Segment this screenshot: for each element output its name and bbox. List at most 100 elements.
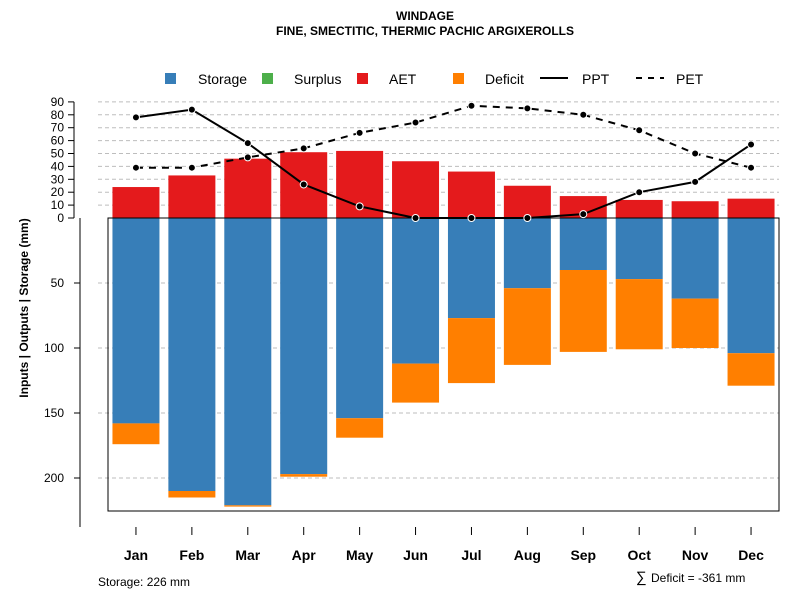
point-ppt — [747, 140, 756, 149]
y-tick-label-bottom: 150 — [44, 406, 64, 420]
bar-storage — [112, 218, 160, 424]
point-pet — [355, 128, 364, 137]
bar-aet — [727, 198, 775, 218]
point-pet — [747, 163, 756, 172]
point-pet — [411, 118, 420, 127]
point-ppt — [243, 139, 252, 148]
bar-deficit — [280, 474, 328, 477]
x-tick-label: Mar — [235, 547, 260, 563]
point-ppt — [299, 180, 308, 189]
legend-label-aet: AET — [389, 71, 417, 87]
y-tick-label-top: 0 — [57, 211, 64, 225]
legend-swatch-aet — [357, 73, 368, 84]
bar-aet — [671, 201, 719, 218]
y-tick-label-top: 40 — [51, 159, 65, 173]
point-pet — [131, 163, 140, 172]
bar-storage — [336, 218, 384, 419]
bar-deficit — [671, 298, 719, 348]
bar-storage — [224, 218, 272, 506]
point-pet — [635, 126, 644, 135]
bar-deficit — [615, 279, 663, 350]
bar-aet — [392, 161, 440, 218]
bar-deficit — [447, 318, 495, 384]
y-tick-label-top: 80 — [51, 108, 65, 122]
legend-label-surplus: Surplus — [294, 71, 341, 87]
legend-label-pet: PET — [676, 71, 704, 87]
bar-storage — [671, 218, 719, 299]
bar-deficit — [168, 491, 216, 498]
legend-label-storage: Storage — [198, 71, 247, 87]
legend-label-deficit: Deficit — [485, 71, 524, 87]
bars — [112, 150, 775, 507]
bar-storage — [503, 218, 551, 289]
chart-title: WINDAGE — [396, 9, 454, 23]
y-tick-label-bottom: 100 — [44, 341, 64, 355]
bar-deficit — [112, 423, 160, 445]
bar-deficit — [503, 288, 551, 365]
legend-swatch-deficit — [453, 73, 464, 84]
bar-deficit — [559, 270, 607, 352]
point-pet — [523, 104, 532, 113]
legend-swatch-surplus — [262, 73, 273, 84]
point-ppt — [411, 214, 420, 222]
x-tick-label: Apr — [292, 547, 317, 563]
point-ppt — [355, 202, 364, 211]
x-tick-label: Oct — [628, 547, 652, 563]
point-ppt — [579, 210, 588, 219]
point-pet — [467, 101, 476, 110]
point-pet — [691, 149, 700, 158]
y-tick-label-top: 60 — [51, 134, 65, 148]
legend-label-ppt: PPT — [582, 71, 610, 87]
y-tick-label-top: 10 — [51, 198, 65, 212]
bar-deficit — [392, 363, 440, 403]
deficit-sum-symbol: ∑ — [636, 569, 647, 586]
bar-storage — [615, 218, 663, 280]
legend: Storage Surplus AET Deficit PPT PET — [165, 71, 704, 87]
y-tick-label-top: 20 — [51, 185, 65, 199]
bar-aet — [559, 196, 607, 218]
y-tick-label-top: 90 — [51, 95, 65, 109]
point-ppt — [691, 177, 700, 186]
storage-footer: Storage: 226 mm — [98, 575, 190, 589]
bar-storage — [727, 218, 775, 354]
point-pet — [579, 110, 588, 119]
x-tick-label: Sep — [570, 547, 596, 563]
x-tick-label: Jul — [461, 547, 481, 563]
series-lines — [107, 101, 780, 512]
bar-deficit — [727, 353, 775, 386]
bar-storage — [447, 218, 495, 319]
x-tick-label: Jan — [124, 547, 148, 563]
point-ppt — [523, 214, 532, 222]
point-pet — [299, 144, 308, 153]
x-tick-label: Feb — [179, 547, 204, 563]
bar-storage — [392, 218, 440, 364]
point-ppt — [467, 214, 476, 222]
point-pet — [187, 163, 196, 172]
x-tick-label: Dec — [738, 547, 764, 563]
bar-aet — [112, 187, 160, 218]
y-tick-label-top: 50 — [51, 147, 65, 161]
bar-storage — [168, 218, 216, 491]
bar-deficit — [224, 505, 272, 507]
point-ppt — [131, 113, 140, 122]
bar-aet — [224, 158, 272, 218]
line-ppt — [135, 108, 752, 219]
bar-deficit — [336, 418, 384, 438]
point-ppt — [187, 105, 196, 114]
y-tick-label-top: 70 — [51, 121, 65, 135]
bar-aet — [503, 185, 551, 218]
y-tick-label-bottom: 200 — [44, 471, 64, 485]
bar-aet — [447, 171, 495, 218]
x-tick-label: Nov — [682, 547, 709, 563]
bar-storage — [280, 218, 328, 475]
bar-aet — [615, 199, 663, 218]
line-pet — [135, 104, 752, 169]
legend-swatch-storage — [165, 73, 176, 84]
deficit-footer: Deficit = -361 mm — [651, 571, 745, 585]
x-tick-label: Jun — [403, 547, 428, 563]
x-tick-label: May — [346, 547, 373, 563]
y-axis-label: Inputs | Outputs | Storage (mm) — [17, 218, 31, 397]
y-tick-label-bottom: 50 — [51, 276, 65, 290]
